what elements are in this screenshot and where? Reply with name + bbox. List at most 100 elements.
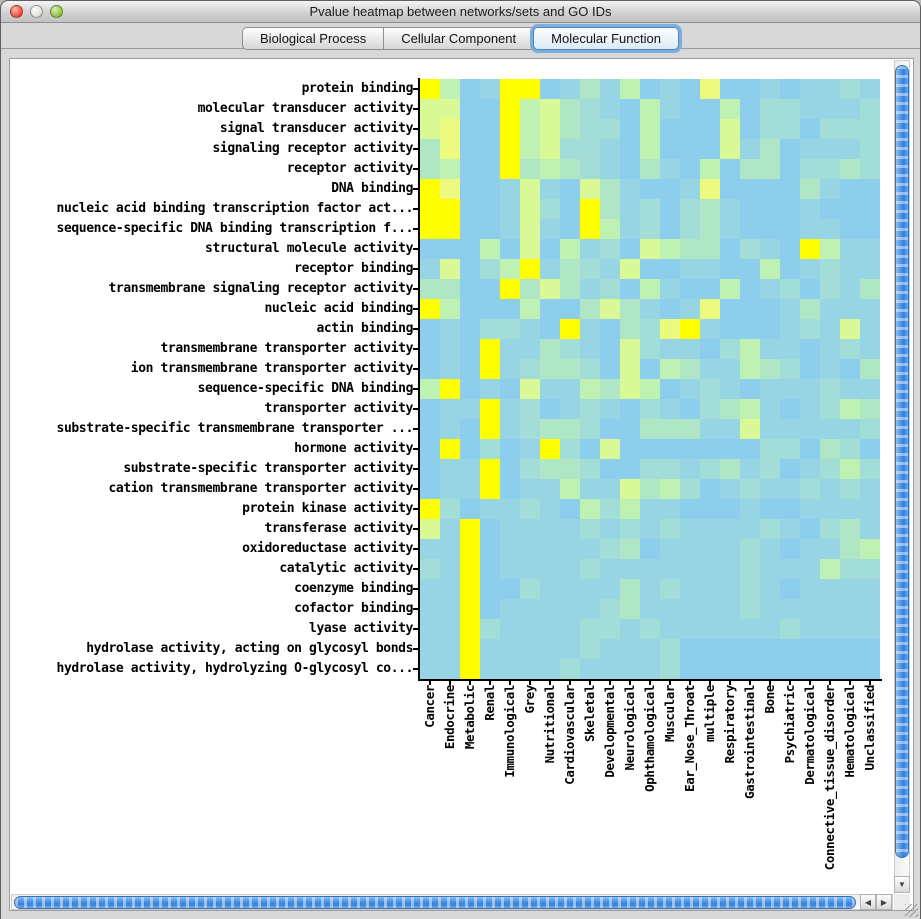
heatmap-cell — [600, 439, 620, 459]
heatmap-cell — [580, 99, 600, 119]
heatmap-cell — [540, 179, 560, 199]
heatmap-cell — [860, 79, 880, 99]
heatmap-cell — [660, 219, 680, 239]
heatmap-cell — [500, 519, 520, 539]
minimize-button[interactable] — [30, 5, 43, 18]
heatmap-cell — [500, 119, 520, 139]
tab-molecular-function[interactable]: Molecular Function — [533, 27, 679, 50]
row-label: actin binding — [316, 321, 413, 336]
heatmap-cell — [820, 399, 840, 419]
heatmap-cell — [680, 419, 700, 439]
heatmap-cell — [840, 319, 860, 339]
heatmap-cell — [800, 79, 820, 99]
heatmap-cell — [460, 659, 480, 679]
heatmap-cell — [600, 499, 620, 519]
heatmap-cell — [540, 79, 560, 99]
heatmap-cell — [420, 199, 440, 219]
heatmap-cell — [660, 599, 680, 619]
heatmap-cell — [760, 559, 780, 579]
tab-biological-process[interactable]: Biological Process — [242, 27, 385, 50]
heatmap-cell — [660, 119, 680, 139]
heatmap-cell — [820, 539, 840, 559]
heatmap-cell — [840, 199, 860, 219]
heatmap-cell — [520, 559, 540, 579]
column-label: Ear_Nose_Throat — [682, 685, 697, 792]
heatmap-cell — [500, 259, 520, 279]
x-tick — [549, 681, 551, 685]
heatmap-cell — [800, 639, 820, 659]
heatmap-cell — [700, 599, 720, 619]
heatmap-cell — [540, 279, 560, 299]
heatmap-cell — [560, 339, 580, 359]
heatmap-cell — [600, 239, 620, 259]
x-tick — [769, 681, 771, 685]
heatmap-cell — [480, 539, 500, 559]
y-tick — [413, 608, 418, 610]
heatmap-cell — [560, 259, 580, 279]
zoom-button[interactable] — [50, 5, 63, 18]
heatmap-cell — [600, 319, 620, 339]
heatmap-cell — [700, 339, 720, 359]
heatmap-cell — [660, 79, 680, 99]
heatmap-cell — [540, 459, 560, 479]
heatmap-cell — [740, 139, 760, 159]
row-label: coenzyme binding — [294, 581, 413, 596]
heatmap-cell — [760, 659, 780, 679]
row-label: receptor activity — [286, 161, 414, 176]
y-tick — [413, 168, 418, 170]
heatmap-cell — [740, 259, 760, 279]
x-tick — [709, 681, 711, 685]
heatmap-cell — [600, 519, 620, 539]
y-tick — [413, 508, 418, 510]
heatmap-cell — [860, 439, 880, 459]
heatmap-cell — [560, 419, 580, 439]
heatmap-cell — [500, 379, 520, 399]
heatmap-cell — [680, 459, 700, 479]
heatmap-cell — [740, 639, 760, 659]
heatmap-cell — [580, 219, 600, 239]
x-tick — [489, 681, 491, 685]
vertical-scrollbar-thumb[interactable] — [895, 65, 909, 858]
heatmap-cell — [720, 439, 740, 459]
heatmap-cell — [420, 139, 440, 159]
heatmap-cell — [620, 539, 640, 559]
heatmap-cell — [660, 639, 680, 659]
heatmap-cell — [480, 219, 500, 239]
heatmap-cell — [460, 579, 480, 599]
scroll-left-arrow-icon[interactable]: ◀ — [860, 894, 876, 910]
heatmap-cell — [500, 439, 520, 459]
heatmap-cell — [640, 579, 660, 599]
heatmap-cell — [540, 99, 560, 119]
y-tick — [413, 328, 418, 330]
heatmap-cell — [740, 579, 760, 599]
heatmap-cell — [740, 619, 760, 639]
heatmap-cell — [600, 619, 620, 639]
heatmap-cell — [480, 159, 500, 179]
horizontal-scrollbar-thumb[interactable] — [14, 896, 856, 909]
heatmap-cell — [800, 239, 820, 259]
heatmap-cell — [840, 499, 860, 519]
x-tick — [469, 681, 471, 685]
y-tick — [413, 88, 418, 90]
heatmap-cell — [540, 379, 560, 399]
x-tick — [849, 681, 851, 685]
resize-grip-icon[interactable] — [905, 904, 918, 917]
heatmap-cell — [800, 399, 820, 419]
scroll-right-arrow-icon[interactable]: ▶ — [876, 894, 892, 910]
tab-cellular-component[interactable]: Cellular Component — [383, 27, 535, 50]
heatmap-cell — [580, 519, 600, 539]
heatmap-cell — [460, 319, 480, 339]
heatmap-cell — [500, 159, 520, 179]
heatmap-cell — [800, 199, 820, 219]
heatmap-cell — [660, 439, 680, 459]
heatmap-cell — [460, 159, 480, 179]
close-button[interactable] — [10, 5, 23, 18]
heatmap-cell — [600, 459, 620, 479]
heatmap-cell — [580, 79, 600, 99]
scroll-down-arrow-icon[interactable]: ▼ — [894, 876, 910, 893]
heatmap-cell — [560, 559, 580, 579]
y-tick — [413, 248, 418, 250]
heatmap-cell — [860, 379, 880, 399]
heatmap-cell — [580, 659, 600, 679]
heatmap-cell — [600, 659, 620, 679]
